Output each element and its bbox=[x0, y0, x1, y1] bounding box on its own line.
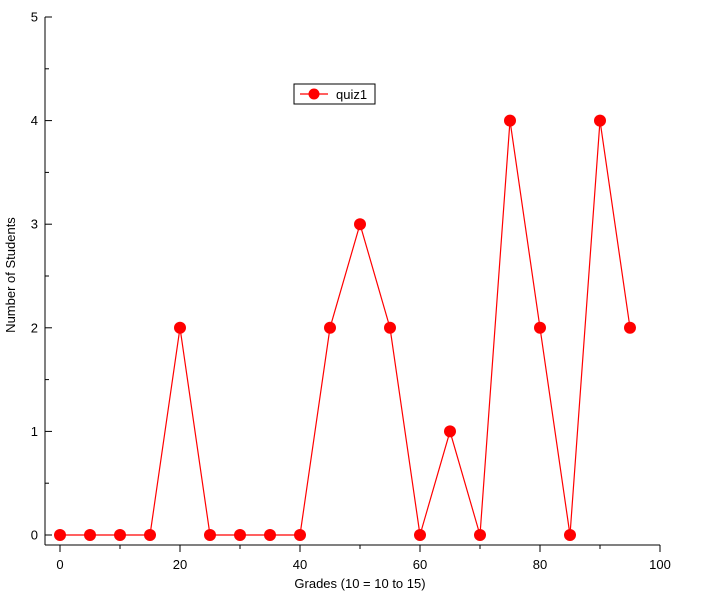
data-point bbox=[474, 529, 486, 541]
data-point bbox=[204, 529, 216, 541]
x-tick-label: 40 bbox=[293, 557, 307, 572]
data-point bbox=[234, 529, 246, 541]
data-point bbox=[174, 321, 186, 334]
data-point bbox=[444, 425, 456, 438]
data-point bbox=[54, 529, 66, 541]
data-point bbox=[354, 218, 366, 231]
data-point bbox=[534, 321, 546, 334]
data-point bbox=[624, 321, 636, 334]
data-point bbox=[144, 529, 156, 541]
data-point bbox=[114, 529, 126, 541]
data-point bbox=[564, 529, 576, 541]
data-point bbox=[594, 114, 606, 127]
y-tick-label: 2 bbox=[31, 320, 38, 335]
x-tick-label: 0 bbox=[56, 557, 63, 572]
x-tick-label: 20 bbox=[173, 557, 187, 572]
y-tick-label: 5 bbox=[31, 10, 38, 25]
x-axis-label: Grades (10 = 10 to 15) bbox=[294, 576, 425, 591]
y-tick-label: 3 bbox=[31, 217, 38, 232]
series-layer bbox=[54, 114, 636, 541]
legend-label: quiz1 bbox=[336, 87, 367, 102]
series-line bbox=[60, 120, 631, 536]
y-axis-label: Number of Students bbox=[3, 217, 18, 333]
legend: quiz1 bbox=[293, 83, 376, 105]
data-point bbox=[504, 114, 516, 127]
y-tick-label: 4 bbox=[31, 113, 38, 128]
y-tick-label: 0 bbox=[31, 528, 38, 543]
data-point bbox=[414, 529, 426, 541]
y-ticks: 0 1 2 3 4 5 bbox=[31, 10, 52, 543]
x-tick-label: 100 bbox=[649, 557, 671, 572]
data-point bbox=[324, 321, 336, 334]
x-ticks: 0 20 40 60 80 100 bbox=[56, 545, 671, 572]
data-point bbox=[294, 529, 306, 541]
x-tick-label: 80 bbox=[533, 557, 547, 572]
data-point bbox=[84, 529, 96, 541]
data-point bbox=[264, 529, 276, 541]
axes bbox=[44, 17, 660, 546]
y-tick-label: 1 bbox=[31, 424, 38, 439]
x-tick-label: 60 bbox=[413, 557, 427, 572]
data-point bbox=[384, 321, 396, 334]
legend-marker bbox=[308, 88, 320, 100]
